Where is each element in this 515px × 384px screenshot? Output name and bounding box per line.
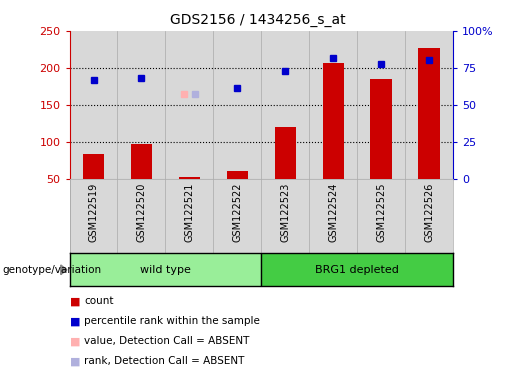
Text: count: count	[84, 296, 113, 306]
Bar	[213, 31, 261, 179]
Text: GSM122519: GSM122519	[89, 182, 98, 242]
Bar	[70, 31, 117, 179]
Text: ■: ■	[70, 356, 80, 366]
Text: ■: ■	[70, 316, 80, 326]
Text: ■: ■	[70, 336, 80, 346]
Bar	[310, 31, 357, 179]
Text: ■: ■	[70, 296, 80, 306]
Text: value, Detection Call = ABSENT: value, Detection Call = ABSENT	[84, 336, 249, 346]
Text: BRG1 depleted: BRG1 depleted	[315, 265, 399, 275]
Text: genotype/variation: genotype/variation	[3, 265, 101, 275]
Bar	[83, 154, 105, 215]
Bar	[261, 253, 453, 286]
Bar	[179, 177, 200, 215]
Bar	[227, 171, 248, 215]
Text: GDS2156 / 1434256_s_at: GDS2156 / 1434256_s_at	[169, 13, 346, 27]
Bar	[418, 48, 440, 215]
Bar	[357, 31, 405, 179]
Text: GSM122523: GSM122523	[280, 182, 290, 242]
Bar	[70, 253, 261, 286]
Bar	[274, 127, 296, 215]
Text: GSM122525: GSM122525	[376, 182, 386, 242]
Bar	[261, 31, 310, 179]
Bar	[131, 144, 152, 215]
Text: GSM122520: GSM122520	[136, 182, 146, 242]
Text: rank, Detection Call = ABSENT: rank, Detection Call = ABSENT	[84, 356, 244, 366]
Text: GSM122522: GSM122522	[232, 182, 243, 242]
Text: GSM122526: GSM122526	[424, 182, 434, 242]
Text: GSM122521: GSM122521	[184, 182, 195, 242]
Bar	[117, 31, 165, 179]
Bar	[165, 31, 213, 179]
Text: percentile rank within the sample: percentile rank within the sample	[84, 316, 260, 326]
Bar	[322, 63, 344, 215]
FancyArrow shape	[61, 265, 67, 275]
Bar	[405, 31, 453, 179]
Text: wild type: wild type	[140, 265, 191, 275]
Text: GSM122524: GSM122524	[328, 182, 338, 242]
Bar	[370, 79, 392, 215]
